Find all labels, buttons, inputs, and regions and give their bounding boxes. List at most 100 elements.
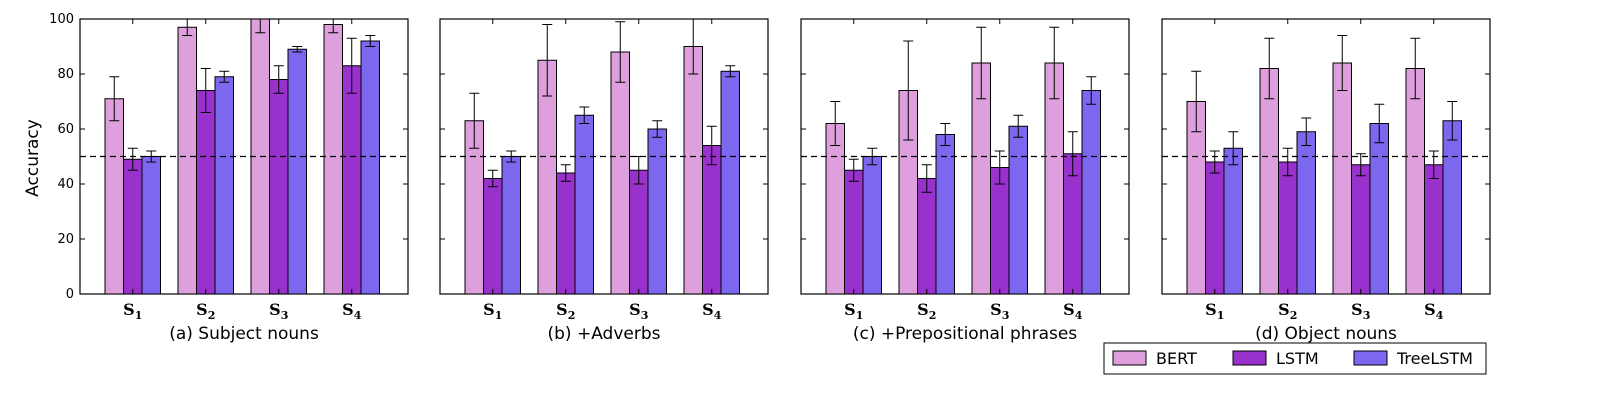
y-tick-label: 0 xyxy=(66,287,74,302)
x-tick-label-base: S xyxy=(1063,300,1075,319)
x-tick-label-subscript: 3 xyxy=(641,309,649,322)
legend-box xyxy=(1103,342,1487,375)
panel-2: S1 S2 S3 S4(b) +Adverbs xyxy=(439,18,769,344)
x-tick-label-base: S xyxy=(342,300,354,319)
x-tick-label-subscript: 4 xyxy=(354,309,362,322)
bar-lstm-s4 xyxy=(342,65,362,295)
x-tick-label-base: S xyxy=(1351,300,1363,319)
bar-bert-s4 xyxy=(1405,68,1425,295)
bar-treelstm-s3 xyxy=(1369,123,1389,295)
bar-lstm-s1 xyxy=(844,169,864,295)
bar-bert-s3 xyxy=(610,51,630,295)
bar-lstm-s2 xyxy=(1278,161,1298,295)
legend-swatch-treelstm xyxy=(1353,350,1388,366)
bar-bert-s3 xyxy=(1332,62,1352,295)
bar-treelstm-s3 xyxy=(287,48,307,295)
x-tick-label-subscript: 4 xyxy=(1436,309,1444,322)
x-tick-label: S4 xyxy=(1424,300,1444,322)
bar-bert-s1 xyxy=(104,98,124,295)
bar-bert-s4 xyxy=(323,24,343,295)
x-tick-label: S3 xyxy=(269,300,288,322)
bar-treelstm-s1 xyxy=(1223,147,1243,295)
bar-treelstm-s2 xyxy=(574,114,594,295)
x-tick-label-base: S xyxy=(1205,300,1217,319)
y-tick-label: 60 xyxy=(57,122,74,137)
bar-treelstm-s1 xyxy=(501,156,521,295)
bar-lstm-s2 xyxy=(917,178,937,295)
panel-caption: (a) Subject nouns xyxy=(169,324,319,344)
bar-treelstm-s4 xyxy=(1081,90,1101,295)
bar-treelstm-s4 xyxy=(360,40,380,295)
legend-label-treelstm: TreeLSTM xyxy=(1396,349,1473,368)
x-tick-label-base: S xyxy=(990,300,1002,319)
x-tick-label: S1 xyxy=(123,300,142,322)
x-tick-label-base: S xyxy=(629,300,641,319)
x-tick-label-base: S xyxy=(1424,300,1436,319)
panel-caption: (c) +Prepositional phrases xyxy=(853,324,1077,344)
y-tick-label: 40 xyxy=(57,177,74,192)
bar-bert-s4 xyxy=(683,46,703,295)
x-tick-label: S3 xyxy=(1351,300,1370,322)
x-tick-label: S2 xyxy=(1278,300,1297,322)
x-tick-label-subscript: 1 xyxy=(1217,309,1225,322)
legend-label-bert: BERT xyxy=(1156,349,1197,368)
bar-bert-s2 xyxy=(177,26,197,295)
y-tick-label: 100 xyxy=(49,12,74,27)
x-tick-label-base: S xyxy=(483,300,495,319)
x-tick-label: S2 xyxy=(556,300,575,322)
bar-treelstm-s3 xyxy=(647,128,667,295)
bar-treelstm-s4 xyxy=(720,70,740,295)
x-tick-label-subscript: 1 xyxy=(495,309,503,322)
legend-label-lstm: LSTM xyxy=(1276,349,1319,368)
x-tick-label-subscript: 2 xyxy=(929,309,937,322)
bar-treelstm-s3 xyxy=(1008,125,1028,295)
x-tick-label-base: S xyxy=(196,300,208,319)
x-tick-label-subscript: 2 xyxy=(208,309,216,322)
bar-lstm-s1 xyxy=(123,158,143,295)
x-tick-label: S3 xyxy=(629,300,648,322)
x-tick-label: S2 xyxy=(917,300,936,322)
x-tick-label-subscript: 1 xyxy=(856,309,864,322)
panel-4: S1 S2 S3 S4(d) Object nouns xyxy=(1161,18,1491,344)
bar-treelstm-s1 xyxy=(141,156,161,295)
bar-bert-s1 xyxy=(825,123,845,295)
legend: BERT LSTM TreeLSTM xyxy=(1103,342,1487,375)
x-tick-label-base: S xyxy=(844,300,856,319)
bar-lstm-s3 xyxy=(629,169,649,295)
bar-lstm-s3 xyxy=(1351,164,1371,295)
bar-lstm-s3 xyxy=(269,79,289,295)
x-tick-label: S1 xyxy=(844,300,863,322)
bar-lstm-s2 xyxy=(196,90,216,295)
x-tick-label-subscript: 3 xyxy=(1002,309,1010,322)
x-tick-label-subscript: 3 xyxy=(281,309,289,322)
legend-swatch-lstm xyxy=(1232,350,1267,366)
x-tick-label-base: S xyxy=(556,300,568,319)
x-tick-label-subscript: 3 xyxy=(1363,309,1371,322)
bar-lstm-s3 xyxy=(990,167,1010,295)
panel-caption: (b) +Adverbs xyxy=(548,324,661,344)
x-tick-label-base: S xyxy=(1278,300,1290,319)
panel-3: S1 S2 S3 S4(c) +Prepositional phrases xyxy=(800,18,1130,344)
y-tick-label: 80 xyxy=(57,67,74,82)
bar-lstm-s2 xyxy=(556,172,576,295)
x-tick-label: S3 xyxy=(990,300,1009,322)
legend-swatch-bert xyxy=(1112,350,1147,366)
y-tick-label: 20 xyxy=(57,232,74,247)
x-tick-label: S1 xyxy=(1205,300,1224,322)
x-tick-label-subscript: 1 xyxy=(135,309,143,322)
x-tick-label: S4 xyxy=(1063,300,1083,322)
bar-treelstm-s4 xyxy=(1442,120,1462,295)
x-tick-label: S1 xyxy=(483,300,502,322)
x-tick-label-base: S xyxy=(123,300,135,319)
x-tick-label: S4 xyxy=(342,300,362,322)
x-tick-label-subscript: 2 xyxy=(568,309,576,322)
bar-treelstm-s1 xyxy=(862,156,882,295)
x-tick-label-subscript: 4 xyxy=(1075,309,1083,322)
x-tick-label-base: S xyxy=(917,300,929,319)
bar-lstm-s4 xyxy=(1424,164,1444,295)
panel-caption: (d) Object nouns xyxy=(1255,324,1397,344)
bar-lstm-s4 xyxy=(702,145,722,295)
